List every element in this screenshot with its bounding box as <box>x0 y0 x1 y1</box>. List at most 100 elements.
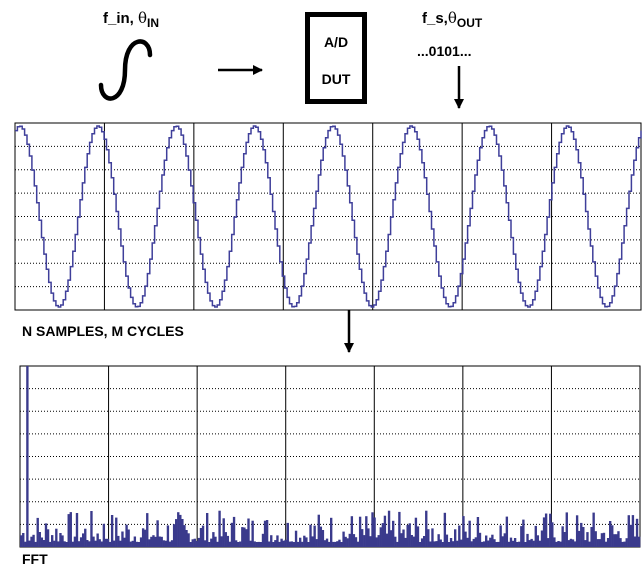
fft-bar <box>575 515 579 547</box>
fft-bar <box>540 530 544 547</box>
fft-bar <box>526 533 529 547</box>
fft-plot-grid <box>20 366 640 547</box>
fft-bar <box>44 523 48 547</box>
fft-bar <box>449 538 453 547</box>
fft-bar <box>34 541 37 547</box>
fft-bar <box>406 525 409 547</box>
fft-bar <box>377 535 380 547</box>
fft-bar <box>348 533 351 547</box>
fft-bar <box>189 542 192 547</box>
fft-bar <box>284 539 287 547</box>
fft-bar <box>42 540 46 547</box>
fft-bar <box>402 529 405 547</box>
fft-bar <box>629 524 633 547</box>
fft-bar <box>274 540 277 547</box>
fft-bar <box>544 513 548 547</box>
fft-bar <box>181 519 184 547</box>
fft-bar <box>268 541 271 547</box>
fft-bar <box>518 541 521 547</box>
dut-label-ad: A/D <box>323 34 349 50</box>
fft-bar <box>282 540 285 547</box>
fft-bar <box>516 542 519 547</box>
fft-bar <box>98 539 101 547</box>
fft-bar <box>24 541 27 547</box>
sine-source-icon <box>98 39 153 101</box>
fft-bar <box>530 538 533 547</box>
fft-bar <box>619 538 622 547</box>
fft-bar <box>20 535 23 547</box>
fft-bar <box>86 540 89 547</box>
fft-bar <box>503 533 506 547</box>
fft-bar <box>437 534 440 547</box>
time-plot-grid <box>15 123 641 310</box>
fft-bar <box>307 542 310 547</box>
fft-bar <box>495 542 498 547</box>
fft-bar <box>472 538 475 547</box>
fft-bar <box>195 540 199 547</box>
fft-bar <box>578 530 581 547</box>
fft-bar <box>135 541 139 547</box>
fft-bar <box>214 536 217 547</box>
fft-bar <box>470 541 473 547</box>
fft-bar <box>232 516 236 547</box>
fft-bar <box>549 513 552 547</box>
fft-bar <box>379 527 382 547</box>
fft-bar <box>611 525 614 547</box>
fft-bar <box>65 542 68 547</box>
fft-bar <box>286 522 289 547</box>
fft-bar <box>102 523 106 547</box>
fft-bar <box>631 515 635 547</box>
fft-bar <box>497 541 500 547</box>
fft-bar <box>625 538 628 547</box>
fft-bar <box>598 539 602 547</box>
fft-bar <box>582 527 585 547</box>
fft-bar <box>69 512 72 547</box>
fft-bar <box>563 532 566 547</box>
fft-bar <box>319 526 323 547</box>
fft-bar <box>520 526 523 547</box>
fft-bar <box>609 521 612 547</box>
fft-bar <box>82 533 85 547</box>
fft-bar <box>361 529 364 547</box>
fft-bar <box>172 524 176 547</box>
fft-bar <box>606 538 610 547</box>
fft-bar <box>487 540 490 547</box>
fft-bar <box>90 511 93 547</box>
fft-bar <box>445 534 449 547</box>
fft-bar <box>123 537 126 547</box>
output-theta-symbol: θ <box>447 9 457 27</box>
fft-bar <box>315 539 318 547</box>
fft-bar <box>590 527 593 547</box>
fft-bar <box>456 540 459 547</box>
fft-bar <box>586 532 589 547</box>
fft-bar <box>394 536 397 547</box>
fft-bar <box>536 535 540 547</box>
fft-bar <box>272 542 275 547</box>
fft-bar <box>55 528 58 547</box>
fft-bar <box>36 517 39 547</box>
fft-bar <box>265 520 269 547</box>
fft-bar <box>336 541 339 547</box>
fft-bar <box>358 516 362 547</box>
fft-bar <box>110 515 114 547</box>
fft-bar <box>623 541 626 547</box>
input-theta-symbol: θ <box>138 9 148 27</box>
fft-bar <box>77 541 81 547</box>
fft-bar <box>346 538 349 547</box>
fft-bar <box>404 537 407 547</box>
fft-bar <box>296 541 300 547</box>
fft-bar <box>375 537 378 547</box>
fft-bar <box>84 528 87 547</box>
fft-bar <box>532 540 535 547</box>
fft-bar <box>429 541 432 547</box>
fft-bar <box>323 540 327 547</box>
fft-bar <box>588 541 591 547</box>
fft-bar <box>542 517 546 547</box>
fft-bar <box>106 538 110 547</box>
fft-bar <box>466 537 469 547</box>
fft-bar <box>332 541 335 547</box>
fft-bar <box>553 537 556 547</box>
input-freq-label: f_in, <box>103 10 139 27</box>
fft-bar <box>263 520 267 547</box>
fft-bar <box>216 541 219 547</box>
